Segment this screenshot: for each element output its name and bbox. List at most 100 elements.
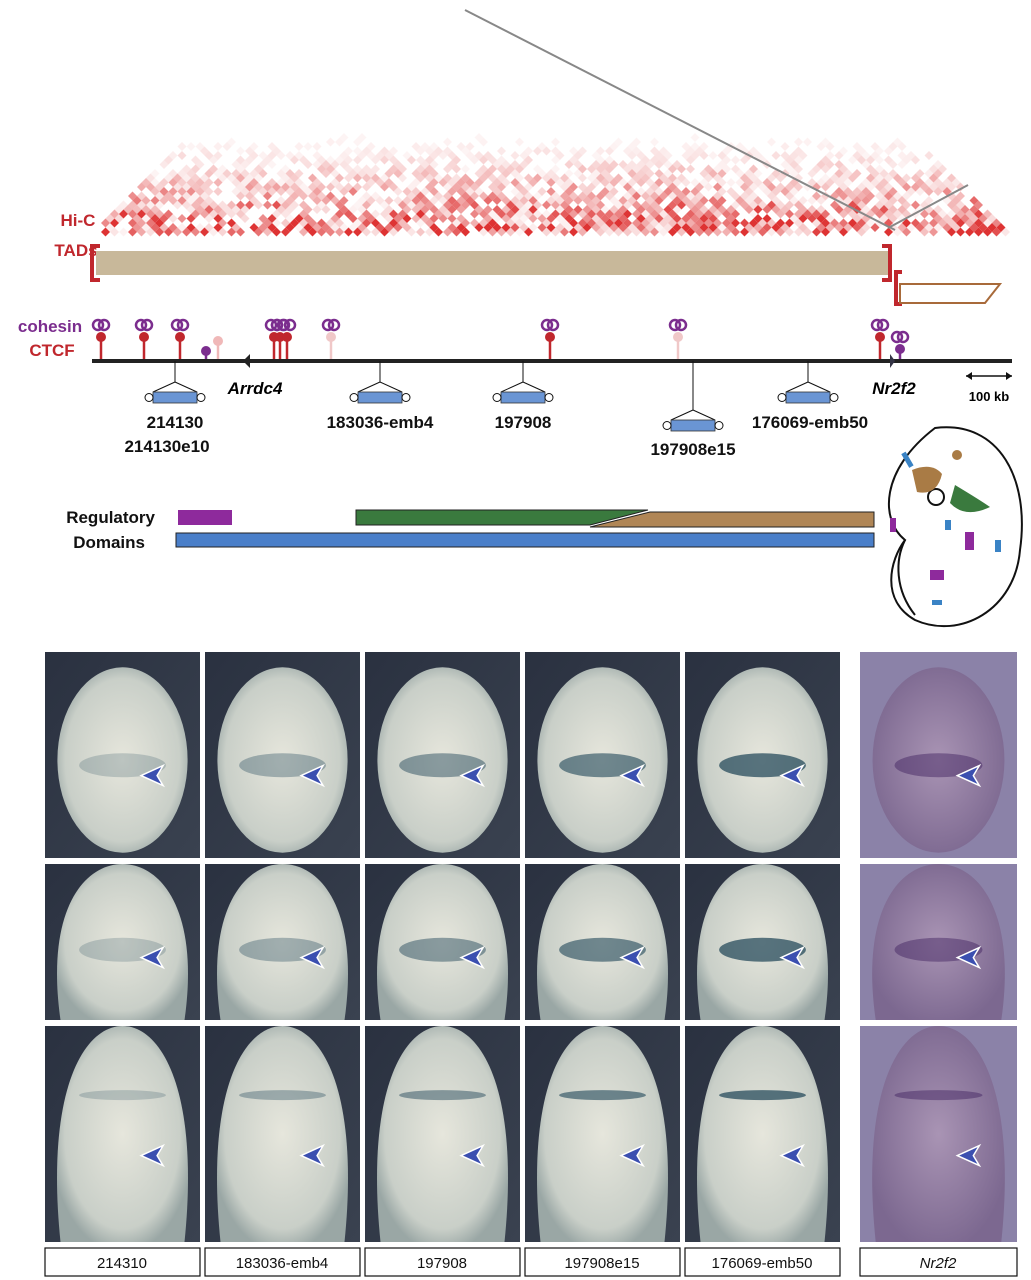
hic-cell: [875, 146, 884, 156]
embryo-face: [57, 1026, 188, 1242]
hic-cell: [204, 151, 214, 160]
hic-cell: [380, 173, 389, 183]
hic-cell: [191, 173, 200, 183]
hic-cell: [893, 227, 902, 237]
hic-cell: [393, 169, 403, 178]
hic-cell: [605, 209, 614, 219]
hic-cell: [861, 187, 871, 196]
hic-cell: [659, 146, 668, 156]
hic-cell: [654, 151, 664, 160]
arrowhead: [139, 1143, 165, 1168]
hic-cell: [375, 178, 385, 187]
hic-cell: [326, 164, 335, 174]
hic-cell: [578, 173, 587, 183]
hic-cell: [735, 169, 745, 178]
hic-cell: [587, 191, 596, 201]
hic-cell: [173, 173, 182, 183]
hic-cell: [573, 196, 583, 205]
hic-cell: [110, 218, 119, 228]
hic-cell: [726, 187, 736, 196]
hic-cell: [870, 178, 880, 187]
hic-cell: [186, 187, 196, 196]
hic-cell: [366, 169, 376, 178]
hic-cell: [677, 173, 686, 183]
hic-cell: [704, 209, 713, 219]
hic-cell: [186, 205, 196, 214]
cohesin-ring: [277, 318, 291, 332]
hic-cell: [411, 142, 421, 151]
hic-cell: [861, 196, 871, 205]
hic-cell: [794, 164, 803, 174]
hic-cell: [267, 214, 277, 223]
hic-cell: [686, 200, 695, 210]
hic-cell: [141, 178, 151, 187]
gene-arrow: [243, 354, 250, 368]
hic-cell: [519, 187, 529, 196]
hic-cell: [285, 205, 295, 214]
embryo-schematic: [887, 426, 1023, 628]
hic-cell: [902, 191, 911, 201]
hic-cell: [411, 205, 421, 214]
stain: [559, 1090, 646, 1101]
hic-cell: [348, 187, 358, 196]
hic-cell: [596, 209, 605, 219]
hic-cell: [272, 146, 281, 156]
hic-cell: [362, 182, 371, 192]
hic-cell: [344, 155, 353, 165]
hic-cell: [267, 178, 277, 187]
hic-cell: [173, 191, 182, 201]
hic-cell: [447, 160, 457, 169]
hic-cell: [632, 191, 641, 201]
hic-cell: [722, 209, 731, 219]
hic-cell: [947, 209, 956, 219]
hic-cell: [564, 160, 574, 169]
hic-cell: [933, 178, 943, 187]
hic-cell: [276, 178, 286, 187]
hic-cell: [650, 191, 659, 201]
hic-cell: [249, 151, 259, 160]
embryo-face: [537, 1026, 668, 1242]
hic-cell: [200, 173, 209, 183]
hic-cell: [573, 160, 583, 169]
hic-cell: [798, 223, 808, 232]
hic-cell: [663, 223, 673, 232]
hic-cell: [506, 200, 515, 210]
hic-cell: [119, 227, 128, 237]
photo-grid: [44, 652, 1018, 1277]
hic-cell: [294, 178, 304, 187]
hic-cell: [389, 182, 398, 192]
constructs: [144, 361, 839, 432]
hic-cell: [375, 196, 385, 205]
hic-cell: [740, 155, 749, 165]
cohesin-ring: [91, 318, 105, 332]
hic-cell: [843, 187, 853, 196]
hic-cell: [317, 218, 326, 228]
cohesin-ring: [876, 318, 890, 332]
hic-cell: [834, 160, 844, 169]
hic-cell: [290, 182, 299, 192]
hic-cell: [150, 187, 160, 196]
tads-label: TADs: [54, 241, 97, 260]
hic-cell: [272, 200, 281, 210]
cohesin-ring: [140, 318, 154, 332]
hic-cell: [213, 142, 223, 151]
hic-cell: [591, 205, 601, 214]
hic-cell: [749, 200, 758, 210]
hic-cell: [690, 151, 700, 160]
hic-cell: [825, 160, 835, 169]
hic-cell: [366, 178, 376, 187]
label-box: [524, 1247, 681, 1277]
hic-cell: [785, 200, 794, 210]
hic-cell: [861, 160, 871, 169]
hic-cell: [218, 164, 227, 174]
enhancer-label: 214130: [147, 413, 204, 432]
construct-box: [357, 391, 403, 404]
hic-cell: [497, 155, 506, 165]
hic-cell: [330, 178, 340, 187]
hic-cell: [654, 187, 664, 196]
hic-cell: [434, 146, 443, 156]
hic-cell: [902, 218, 911, 228]
hic-cell: [551, 164, 560, 174]
hic-cell: [780, 160, 790, 169]
hic-cell: [744, 169, 754, 178]
